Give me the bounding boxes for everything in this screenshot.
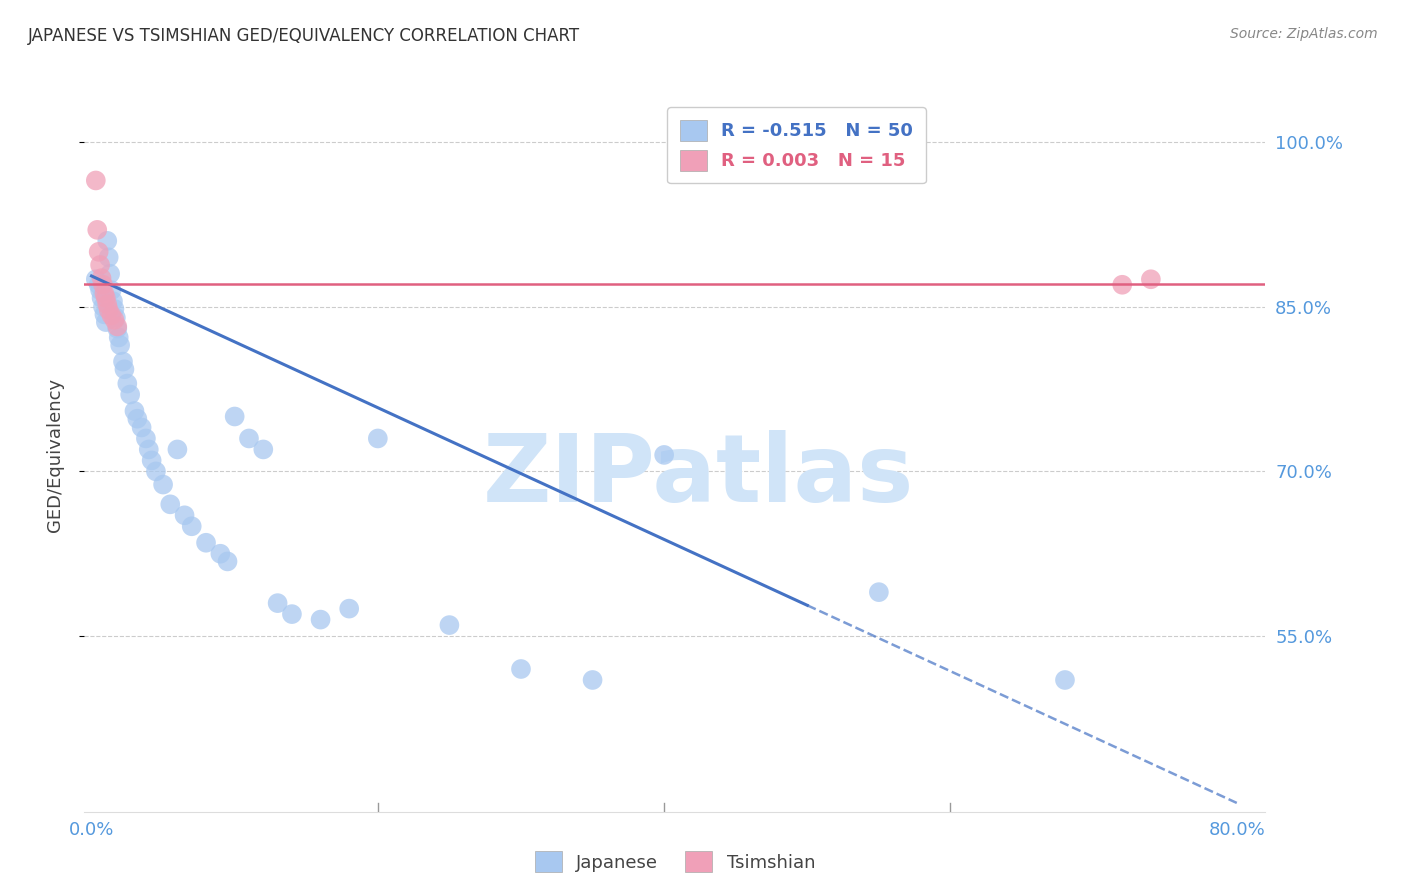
Point [93, 307, 115, 321]
Point [105, 321, 128, 335]
Point [120, 387, 142, 401]
Point [1140, 272, 1163, 286]
Point [94, 291, 117, 305]
Point [91, 277, 114, 292]
Point [101, 294, 124, 309]
Point [868, 585, 890, 599]
Point [98, 267, 121, 281]
Point [510, 662, 533, 676]
Point [104, 310, 127, 325]
Text: JAPANESE VS TSIMSHIAN GED/EQUIVALENCY CORRELATION CHART: JAPANESE VS TSIMSHIAN GED/EQUIVALENCY CO… [28, 27, 581, 45]
Point [91, 300, 114, 314]
Point [281, 607, 304, 621]
Point [97, 303, 120, 318]
Y-axis label: GED/Equivalency: GED/Equivalency [45, 378, 63, 532]
Point [1111, 277, 1133, 292]
Point [96, 234, 118, 248]
Point [1053, 673, 1076, 687]
Point [86, 223, 108, 237]
Point [131, 420, 153, 434]
Point [145, 464, 167, 478]
Point [96, 297, 118, 311]
Point [266, 596, 288, 610]
Point [209, 547, 232, 561]
Point [87, 277, 110, 292]
Point [117, 376, 139, 391]
Point [100, 309, 122, 323]
Point [105, 319, 128, 334]
Point [114, 362, 136, 376]
Point [100, 283, 122, 297]
Point [166, 442, 188, 457]
Point [581, 673, 603, 687]
Point [94, 315, 117, 329]
Point [252, 442, 274, 457]
Legend: Japanese, Tsimshian: Japanese, Tsimshian [522, 838, 828, 885]
Point [111, 354, 134, 368]
Point [238, 432, 260, 446]
Point [195, 535, 218, 549]
Point [103, 301, 125, 316]
Point [309, 613, 332, 627]
Point [107, 330, 129, 344]
Point [159, 497, 181, 511]
Point [180, 519, 202, 533]
Point [93, 286, 115, 301]
Point [127, 411, 149, 425]
Point [84, 173, 107, 187]
Point [337, 601, 360, 615]
Point [152, 477, 174, 491]
Point [141, 453, 163, 467]
Text: ZIPatlas: ZIPatlas [482, 430, 914, 523]
Point [217, 554, 239, 568]
Point [108, 338, 131, 352]
Point [89, 283, 111, 297]
Point [135, 432, 157, 446]
Point [97, 250, 120, 264]
Point [224, 409, 246, 424]
Point [90, 271, 112, 285]
Point [173, 508, 195, 523]
Point [84, 272, 107, 286]
Point [138, 442, 160, 457]
Point [124, 404, 146, 418]
Point [367, 432, 389, 446]
Point [87, 244, 110, 259]
Text: Source: ZipAtlas.com: Source: ZipAtlas.com [1230, 27, 1378, 41]
Point [652, 448, 675, 462]
Point [103, 313, 125, 327]
Point [439, 618, 461, 632]
Point [89, 258, 111, 272]
Point [90, 291, 112, 305]
